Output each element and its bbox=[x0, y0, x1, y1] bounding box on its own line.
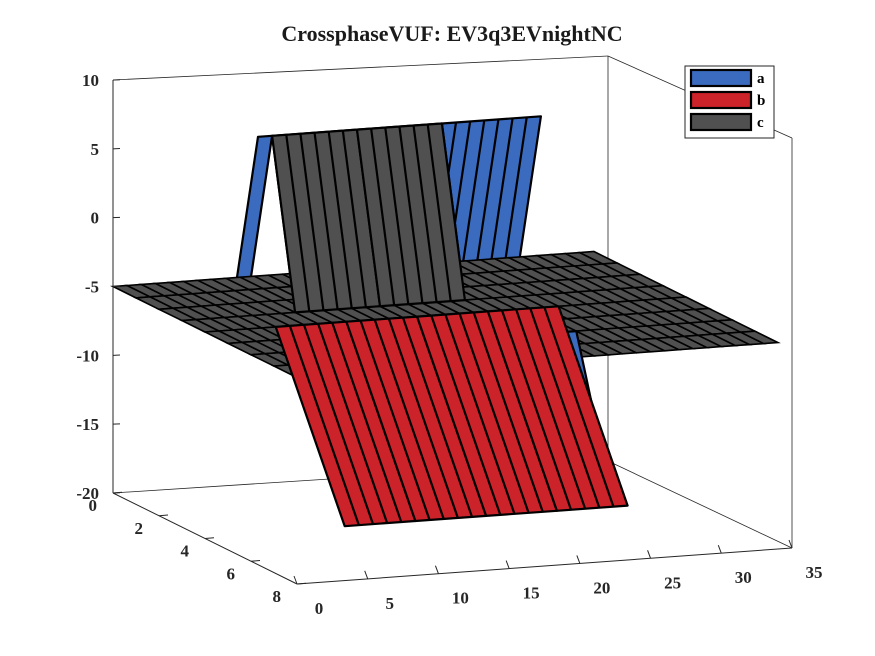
legend-swatch-b bbox=[691, 92, 751, 108]
x-axis-line bbox=[297, 548, 792, 584]
z-tick-label: 0 bbox=[91, 209, 100, 228]
y-ticks: 0 2 4 6 8 bbox=[89, 492, 307, 606]
z-tick-label: -15 bbox=[76, 415, 99, 434]
x-tick-mark bbox=[718, 545, 721, 553]
y-tick-label: 4 bbox=[181, 542, 190, 561]
x-tick-mark bbox=[435, 566, 438, 574]
y-tick-label: 2 bbox=[135, 519, 144, 538]
x-tick-mark bbox=[577, 555, 580, 563]
y-tick-label: 6 bbox=[227, 564, 236, 583]
x-tick-label: 20 bbox=[593, 578, 610, 597]
y-tick-mark bbox=[205, 538, 214, 539]
floor-right-edge bbox=[608, 461, 792, 548]
x-tick-label: 10 bbox=[452, 589, 469, 608]
x-tick-mark bbox=[506, 561, 509, 569]
z-tick-label: 10 bbox=[82, 71, 99, 90]
y-tick-mark bbox=[251, 561, 260, 562]
legend: abc bbox=[685, 66, 774, 138]
x-tick-label: 25 bbox=[664, 573, 681, 592]
x-tick-label: 30 bbox=[735, 568, 752, 587]
y-tick-mark bbox=[159, 515, 168, 516]
x-tick-label: 35 bbox=[806, 563, 823, 582]
legend-label-a: a bbox=[757, 71, 765, 87]
y-tick-label: 8 bbox=[273, 587, 282, 606]
y-tick-mark bbox=[113, 492, 122, 493]
surface bbox=[113, 116, 778, 526]
legend-label-b: b bbox=[757, 93, 765, 109]
z-tick-label: -10 bbox=[76, 346, 99, 365]
series-a-spike-front-face bbox=[235, 136, 272, 291]
legend-label-c: c bbox=[757, 115, 764, 131]
series-a-spike-front bbox=[235, 136, 272, 291]
x-tick-mark bbox=[365, 571, 368, 579]
x-tick-label: 15 bbox=[523, 584, 540, 603]
legend-swatch-a bbox=[691, 70, 751, 86]
z-tick-label: 5 bbox=[91, 140, 100, 159]
legend-swatch-c bbox=[691, 114, 751, 130]
top-back-edge bbox=[113, 56, 608, 80]
z-tick-label: -5 bbox=[85, 278, 99, 297]
x-tick-mark bbox=[648, 550, 651, 558]
chart-title: CrossphaseVUF: EV3q3EVnightNC bbox=[281, 21, 622, 46]
y-tick-label: 0 bbox=[89, 496, 98, 515]
x-tick-label: 0 bbox=[315, 599, 324, 618]
y-tick-mark bbox=[297, 583, 306, 584]
x-tick-label: 5 bbox=[385, 594, 394, 613]
